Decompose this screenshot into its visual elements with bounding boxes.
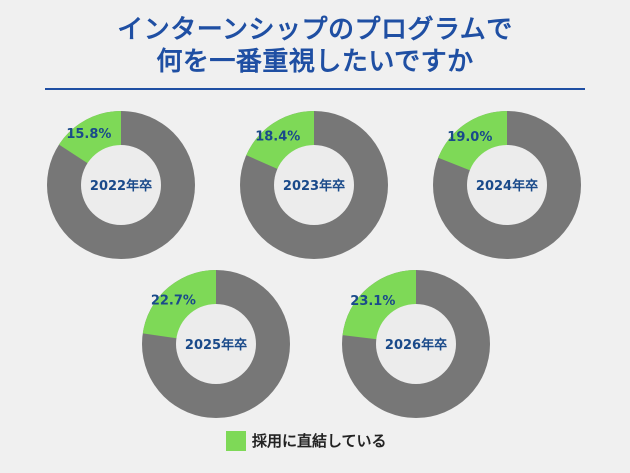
value-label: 18.4% (255, 130, 300, 145)
legend: 採用に直結している (226, 430, 387, 451)
category-label: 2025年卒 (185, 337, 247, 353)
donut-hole (274, 145, 354, 225)
value-label: 23.1% (350, 294, 395, 309)
donut-hole (176, 304, 256, 384)
category-label: 2023年卒 (283, 178, 345, 194)
legend-label: 採用に直結している (252, 432, 387, 450)
category-label: 2024年卒 (476, 178, 538, 194)
value-label: 19.0% (447, 130, 492, 145)
value-label: 15.8% (66, 127, 111, 142)
chart-title: インターンシップのプログラムで 何を一番重視したいですか (0, 14, 630, 78)
category-label: 2026年卒 (385, 337, 447, 353)
category-label: 2022年卒 (90, 178, 152, 194)
donut-hole (376, 304, 456, 384)
title-line-2: 何を一番重視したいですか (156, 47, 474, 77)
donut-hole (467, 145, 547, 225)
legend-swatch (226, 430, 246, 451)
donut-hole (81, 145, 161, 225)
title-line-1: インターンシップのプログラムで (117, 15, 513, 45)
title-divider (45, 88, 585, 90)
value-label: 22.7% (151, 293, 196, 308)
